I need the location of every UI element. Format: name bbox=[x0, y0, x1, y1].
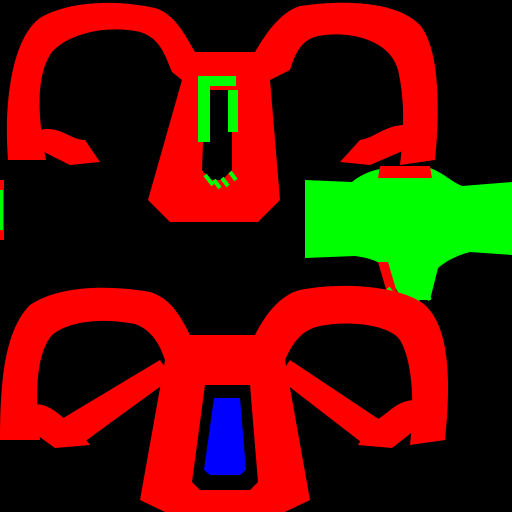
top-red-mask bbox=[6, 2, 438, 222]
top-red-tab-right bbox=[340, 125, 405, 165]
side-red-accent bbox=[378, 262, 398, 296]
side-red-top bbox=[378, 166, 432, 178]
side-green-shape bbox=[305, 166, 512, 304]
top-green-bar bbox=[198, 76, 236, 86]
bottom-red-tab-left bbox=[30, 404, 90, 448]
top-green-right bbox=[228, 90, 238, 132]
top-green-marks bbox=[198, 76, 238, 190]
bottom-red-strut-right bbox=[278, 360, 380, 445]
bottom-red-strut-left bbox=[60, 360, 172, 445]
side-green-body bbox=[305, 168, 512, 300]
top-green-left bbox=[198, 86, 210, 142]
bottom-red-tab-right bbox=[358, 400, 415, 448]
left-edge-green bbox=[0, 190, 3, 230]
bottom-red-mask bbox=[0, 285, 449, 512]
top-green-ticks bbox=[203, 170, 238, 190]
bottom-blue-panel bbox=[204, 398, 246, 475]
top-red-tab-left bbox=[40, 128, 100, 165]
